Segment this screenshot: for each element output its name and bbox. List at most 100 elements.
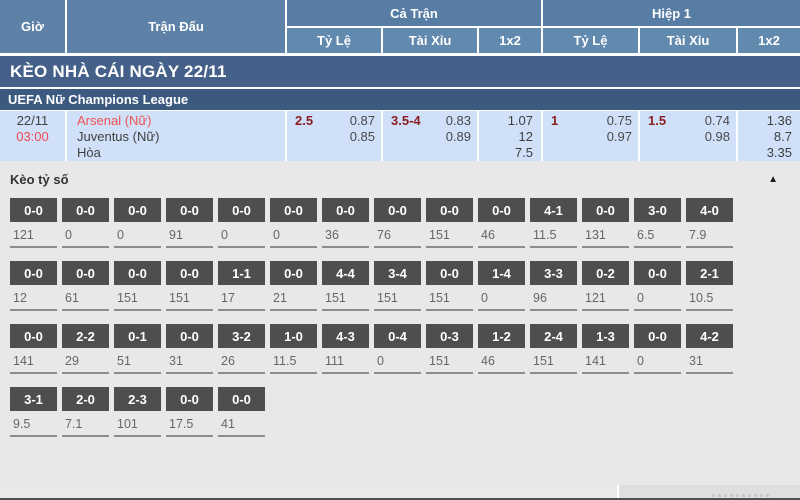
league-header[interactable]: UEFA Nữ Champions League [0, 89, 800, 110]
score-bet-cell[interactable]: 0-0 46 [478, 198, 525, 248]
odd-value[interactable]: 7.5 [514, 145, 533, 160]
odd-value[interactable]: 0.97 [606, 129, 632, 144]
score-bet-cell[interactable]: 0-0 151 [426, 261, 473, 311]
score-bet-cell[interactable]: 0-0 17.5 [166, 387, 213, 437]
score-value[interactable]: 0-4 [374, 324, 421, 348]
score-value[interactable]: 0-0 [166, 324, 213, 348]
score-value[interactable]: 0-0 [166, 387, 213, 411]
odd-value[interactable]: 0.98 [704, 129, 730, 144]
score-bet-cell[interactable]: 2-0 7.1 [62, 387, 109, 437]
odd-value[interactable]: 0.89 [445, 129, 471, 144]
score-bet-cell[interactable]: 0-0 0 [634, 324, 681, 374]
score-value[interactable]: 0-0 [218, 198, 265, 222]
odd-value[interactable]: 8.7 [773, 129, 792, 144]
score-bet-cell[interactable]: 0-0 76 [374, 198, 421, 248]
score-bet-cell[interactable]: 0-0 121 [10, 198, 57, 248]
score-bet-cell[interactable]: 0-0 91 [166, 198, 213, 248]
score-bet-cell[interactable]: 0-0 0 [218, 198, 265, 248]
score-value[interactable]: 4-3 [322, 324, 369, 348]
score-bet-cell[interactable]: 0-0 151 [114, 261, 161, 311]
scrollbar-thumb[interactable] [0, 485, 619, 498]
score-value[interactable]: 3-4 [374, 261, 421, 285]
score-bet-cell[interactable]: 2-3 101 [114, 387, 161, 437]
score-value[interactable]: 0-0 [10, 324, 57, 348]
score-bet-cell[interactable]: 0-0 61 [62, 261, 109, 311]
score-bet-cell[interactable]: 0-0 0 [114, 198, 161, 248]
score-bet-cell[interactable]: 3-2 26 [218, 324, 265, 374]
score-bet-cell[interactable]: 0-1 51 [114, 324, 161, 374]
full-over-under-odds[interactable]: 3.5-4 0.83 0.89 [383, 111, 477, 161]
score-bet-cell[interactable]: 2-1 10.5 [686, 261, 733, 311]
score-value[interactable]: 1-1 [218, 261, 265, 285]
score-bet-cell[interactable]: 0-0 0 [270, 198, 317, 248]
score-value[interactable]: 0-0 [634, 324, 681, 348]
score-bet-cell[interactable]: 0-0 41 [218, 387, 265, 437]
collapse-arrow-icon[interactable]: ▲ [768, 173, 778, 185]
score-value[interactable]: 0-0 [270, 261, 317, 285]
score-value[interactable]: 0-1 [114, 324, 161, 348]
score-value[interactable]: 0-0 [374, 198, 421, 222]
odd-value[interactable]: 0.87 [349, 113, 375, 128]
score-bet-cell[interactable]: 4-4 151 [322, 261, 369, 311]
score-value[interactable]: 0-0 [582, 198, 629, 222]
odd-value[interactable]: 3.35 [766, 145, 792, 160]
score-value[interactable]: 3-2 [218, 324, 265, 348]
score-bet-cell[interactable]: 0-0 131 [582, 198, 629, 248]
score-value[interactable]: 3-1 [10, 387, 57, 411]
score-bet-cell[interactable]: 4-0 7.9 [686, 198, 733, 248]
score-bet-cell[interactable]: 4-2 31 [686, 324, 733, 374]
score-value[interactable]: 0-0 [634, 261, 681, 285]
score-bet-cell[interactable]: 0-0 151 [426, 198, 473, 248]
score-value[interactable]: 3-0 [634, 198, 681, 222]
odd-value[interactable]: 12 [518, 129, 533, 144]
score-value[interactable]: 0-0 [426, 261, 473, 285]
horizontal-scrollbar[interactable] [0, 485, 800, 500]
score-bet-cell[interactable]: 0-4 0 [374, 324, 421, 374]
score-value[interactable]: 0-0 [478, 198, 525, 222]
score-value[interactable]: 4-2 [686, 324, 733, 348]
score-bet-cell[interactable]: 1-0 11.5 [270, 324, 317, 374]
half-over-under-odds[interactable]: 1.5 0.74 0.98 [640, 111, 736, 161]
score-value[interactable]: 0-0 [218, 387, 265, 411]
score-bet-cell[interactable]: 0-0 12 [10, 261, 57, 311]
full-handicap-odds[interactable]: 2.5 0.87 0.85 [287, 111, 381, 161]
score-bet-cell[interactable]: 0-0 0 [62, 198, 109, 248]
score-bet-cell[interactable]: 1-1 17 [218, 261, 265, 311]
score-bet-cell[interactable]: 3-4 151 [374, 261, 421, 311]
score-bet-cell[interactable]: 3-3 96 [530, 261, 577, 311]
score-bet-cell[interactable]: 4-3 111 [322, 324, 369, 374]
score-bet-cell[interactable]: 0-0 21 [270, 261, 317, 311]
odd-value[interactable]: 0.83 [445, 113, 471, 128]
score-value[interactable]: 2-2 [62, 324, 109, 348]
score-value[interactable]: 1-0 [270, 324, 317, 348]
score-bet-cell[interactable]: 1-2 46 [478, 324, 525, 374]
score-bet-cell[interactable]: 0-0 36 [322, 198, 369, 248]
score-bet-cell[interactable]: 3-1 9.5 [10, 387, 57, 437]
score-bet-cell[interactable]: 0-0 141 [10, 324, 57, 374]
score-value[interactable]: 2-1 [686, 261, 733, 285]
score-bet-cell[interactable]: 3-0 6.5 [634, 198, 681, 248]
score-value[interactable]: 0-0 [114, 198, 161, 222]
score-value[interactable]: 4-0 [686, 198, 733, 222]
score-value[interactable]: 4-4 [322, 261, 369, 285]
score-value[interactable]: 0-0 [166, 198, 213, 222]
score-bet-cell[interactable]: 1-4 0 [478, 261, 525, 311]
score-value[interactable]: 2-3 [114, 387, 161, 411]
score-bet-cell[interactable]: 2-2 29 [62, 324, 109, 374]
odd-value[interactable]: 1.07 [507, 113, 533, 128]
odd-value[interactable]: 0.74 [704, 113, 730, 128]
score-bet-cell[interactable]: 0-0 31 [166, 324, 213, 374]
score-value[interactable]: 0-0 [322, 198, 369, 222]
score-bet-cell[interactable]: 0-0 0 [634, 261, 681, 311]
odd-value[interactable]: 1.36 [766, 113, 792, 128]
score-bet-cell[interactable]: 2-4 151 [530, 324, 577, 374]
score-value[interactable]: 0-0 [10, 261, 57, 285]
score-bet-cell[interactable]: 1-3 141 [582, 324, 629, 374]
score-value[interactable]: 4-1 [530, 198, 577, 222]
score-value[interactable]: 1-4 [478, 261, 525, 285]
score-bet-cell[interactable]: 0-2 121 [582, 261, 629, 311]
full-1x2-odds[interactable]: 1.07 12 7.5 [479, 111, 541, 161]
score-value[interactable]: 0-0 [426, 198, 473, 222]
score-value[interactable]: 0-0 [62, 198, 109, 222]
odd-value[interactable]: 0.85 [349, 129, 375, 144]
